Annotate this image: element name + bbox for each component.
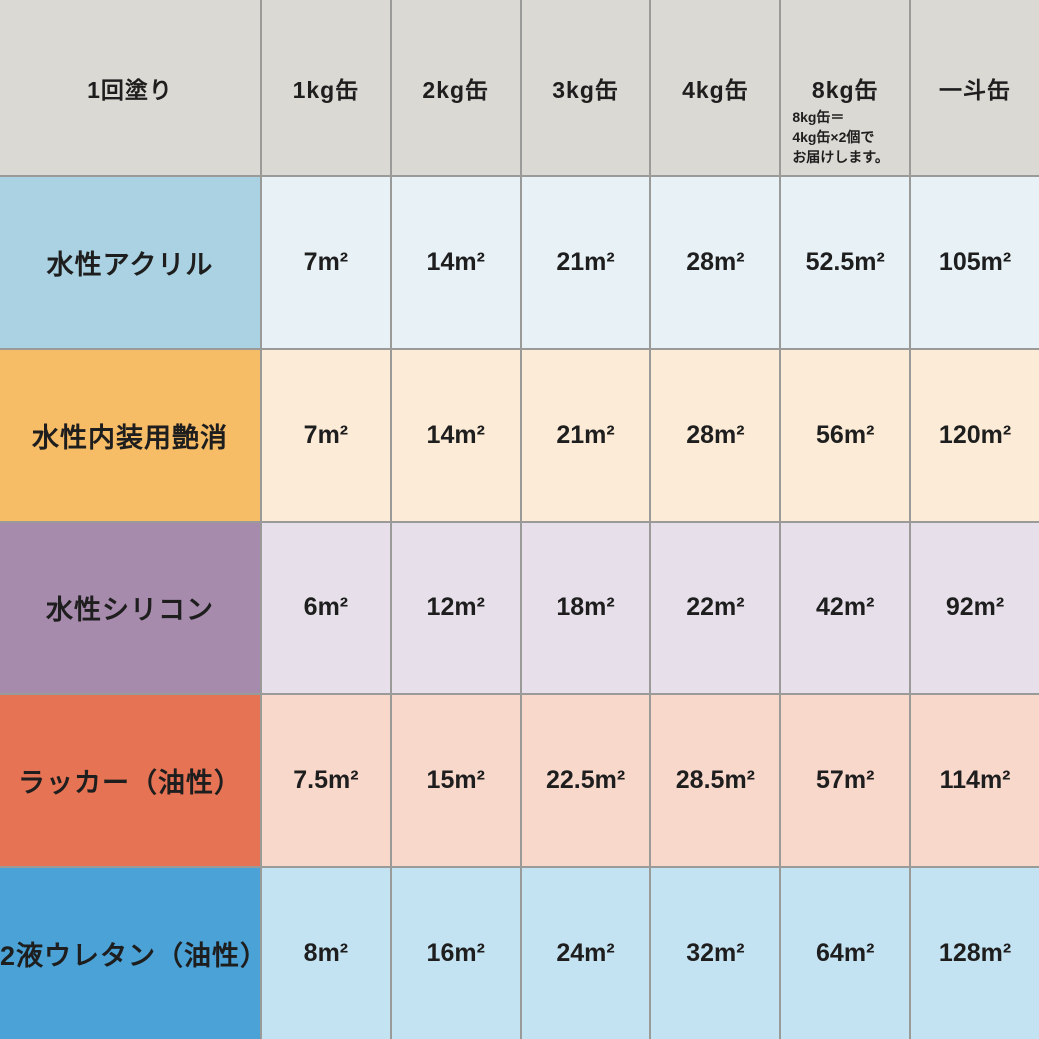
row-label: ラッカー（油性） xyxy=(0,695,262,867)
column-header-label: 8kg缶 xyxy=(811,76,879,103)
coverage-cell: 12m² xyxy=(391,522,522,694)
coverage-cell: 57m² xyxy=(781,695,912,867)
coverage-cell: 8m² xyxy=(262,868,392,1039)
coverage-cell: 42m² xyxy=(781,522,912,694)
header-3kg: 3kg缶 xyxy=(522,0,652,175)
coverage-cell: 128m² xyxy=(911,868,1039,1039)
coverage-cell: 114m² xyxy=(911,695,1039,867)
table-row: 水性シリコン 6m² 12m² 18m² 22m² 42m² 92m² xyxy=(0,520,1039,694)
coverage-cell: 7m² xyxy=(262,349,392,521)
coverage-cell: 64m² xyxy=(781,868,912,1039)
table-row: 水性アクリル 7m² 14m² 21m² 28m² 52.5m² 105m² xyxy=(0,175,1039,348)
coverage-cell: 105m² xyxy=(911,177,1039,348)
header-corner-cell: 1回塗り xyxy=(0,0,262,175)
coverage-cell: 52.5m² xyxy=(781,177,912,348)
table-row: 水性内装用艶消 7m² 14m² 21m² 28m² 56m² 120m² xyxy=(0,347,1039,521)
header-2kg: 2kg缶 xyxy=(392,0,522,175)
corner-label: 1回塗り xyxy=(87,76,173,103)
coverage-cell: 22m² xyxy=(651,522,782,694)
coverage-cell: 14m² xyxy=(391,349,522,521)
coverage-cell: 28m² xyxy=(651,177,782,348)
header-itto: 一斗缶 xyxy=(911,0,1039,175)
coverage-cell: 14m² xyxy=(391,177,522,348)
column-header-label: 2kg缶 xyxy=(422,76,490,103)
coverage-cell: 28m² xyxy=(651,349,782,521)
coverage-cell: 21m² xyxy=(521,177,652,348)
coverage-cell: 16m² xyxy=(391,868,522,1039)
table-row: 2液ウレタン（油性） 8m² 16m² 24m² 32m² 64m² 128m² xyxy=(0,866,1039,1039)
coverage-cell: 22.5m² xyxy=(521,695,652,867)
coverage-cell: 6m² xyxy=(262,522,392,694)
coverage-cell: 32m² xyxy=(651,868,782,1039)
column-header-label: 1kg缶 xyxy=(292,76,360,103)
column-header-label: 4kg缶 xyxy=(682,76,749,103)
row-label: 2液ウレタン（油性） xyxy=(0,868,267,1039)
coverage-cell: 24m² xyxy=(521,868,652,1039)
row-label: 水性アクリル xyxy=(0,177,262,348)
row-label: 水性内装用艶消 xyxy=(0,349,262,521)
table-row: ラッカー（油性） 7.5m² 15m² 22.5m² 28.5m² 57m² 1… xyxy=(0,693,1039,867)
header-4kg: 4kg缶 xyxy=(651,0,782,175)
column-header-label: 一斗缶 xyxy=(939,76,1012,103)
coverage-cell: 7.5m² xyxy=(262,695,392,867)
coverage-cell: 18m² xyxy=(521,522,652,694)
coverage-cell: 92m² xyxy=(911,522,1039,694)
header-1kg: 1kg缶 xyxy=(262,0,392,175)
coverage-cell: 56m² xyxy=(781,349,912,521)
coverage-cell: 7m² xyxy=(262,177,392,348)
coverage-cell: 15m² xyxy=(391,695,522,867)
column-header-label: 3kg缶 xyxy=(552,76,619,103)
coverage-cell: 120m² xyxy=(911,349,1039,521)
row-label: 水性シリコン xyxy=(0,522,262,694)
header-8kg: 8kg缶 8kg缶＝ 4kg缶×2個で お届けします。 xyxy=(781,0,912,175)
coverage-cell: 21m² xyxy=(521,349,652,521)
header-note-8kg: 8kg缶＝ 4kg缶×2個で お届けします。 xyxy=(792,109,889,165)
coverage-cell: 28.5m² xyxy=(651,695,782,867)
table-header-row: 1回塗り 1kg缶 2kg缶 3kg缶 4kg缶 8kg缶 8kg缶＝ 4kg缶… xyxy=(0,0,1039,175)
